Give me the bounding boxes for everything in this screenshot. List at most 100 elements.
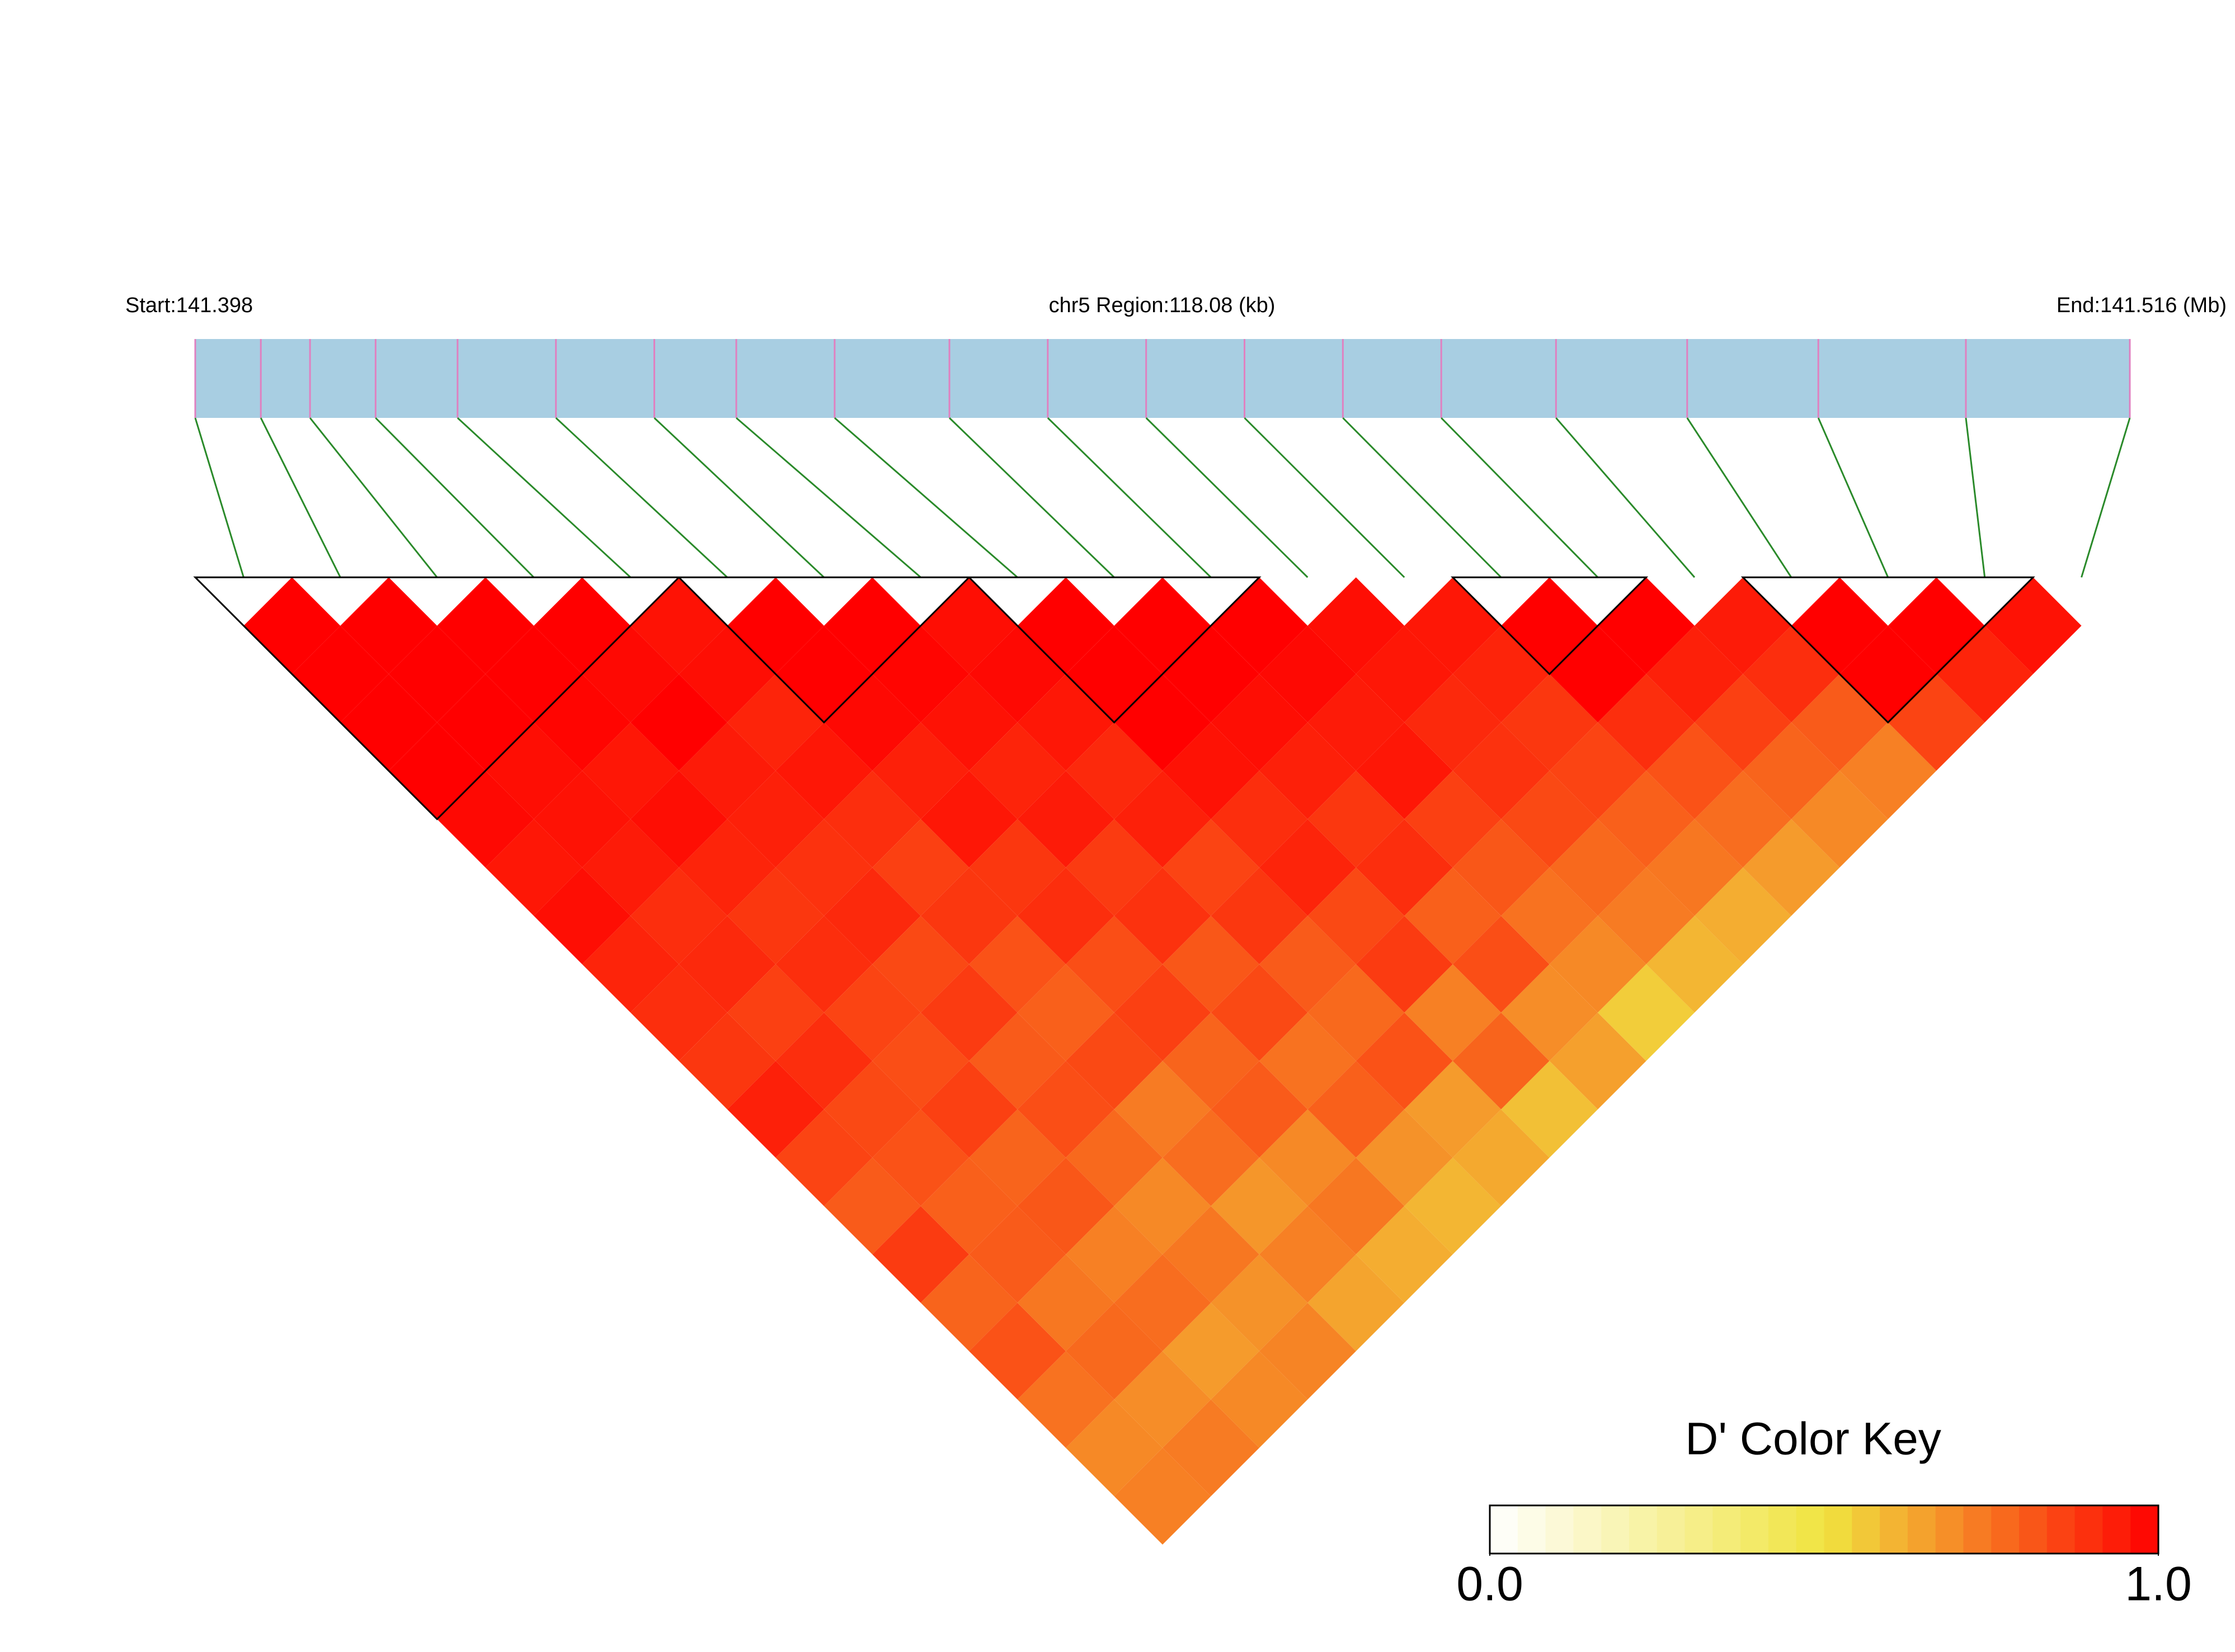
ld-cell	[1598, 867, 1695, 964]
key-title: D' Color Key	[1685, 1414, 1941, 1465]
region-label: chr5 Region:118.08 (kb)	[1049, 294, 1276, 317]
ld-cell	[1791, 770, 1888, 868]
ld-cell	[679, 625, 776, 723]
ld-cell	[775, 819, 873, 916]
color-key-swatch	[2130, 1505, 2159, 1554]
haplotype-block	[193, 576, 681, 821]
ld-cell	[1307, 1157, 1405, 1255]
ld-cell	[920, 1157, 1018, 1255]
ld-cell	[1017, 1061, 1114, 1158]
ld-cell	[1501, 770, 1598, 868]
ld-cell	[1404, 867, 1502, 964]
ld-cell	[920, 867, 1018, 964]
ld-cell	[1114, 1061, 1211, 1158]
ld-cell	[1114, 770, 1211, 868]
ld-cell	[1163, 1399, 1259, 1496]
ld-cell	[1839, 625, 1937, 723]
ld-cell	[1404, 674, 1502, 771]
color-key-swatch	[2074, 1505, 2103, 1554]
ld-cell	[1646, 722, 1743, 820]
ld-cell	[1598, 577, 1695, 674]
color-key-swatch	[1880, 1505, 1908, 1554]
ld-cell	[1694, 867, 1791, 964]
ld-cell	[1259, 916, 1356, 1013]
ld-cell	[437, 770, 534, 868]
snp-link	[194, 417, 244, 578]
ld-cell	[1017, 1351, 1114, 1448]
ld-cell	[1114, 1254, 1211, 1352]
ld-cell	[1598, 770, 1695, 868]
ld-cell	[1017, 1254, 1114, 1352]
haplotype-block	[1740, 576, 2035, 724]
key-tick-label: 0.0	[1456, 1557, 1523, 1611]
ld-cell	[679, 722, 776, 820]
ld-cell	[1404, 770, 1502, 868]
snp-link	[1555, 417, 1696, 578]
ld-cell	[872, 1206, 970, 1303]
ld-cell	[1549, 916, 1646, 1013]
snp-link	[653, 417, 825, 578]
color-key-swatch	[1657, 1505, 1686, 1554]
snp-link	[457, 417, 632, 578]
ld-cell	[1452, 1109, 1550, 1206]
ld-cell	[1307, 1061, 1405, 1158]
ld-cell	[1404, 964, 1502, 1061]
color-key-swatch	[1573, 1505, 1602, 1554]
ld-cell	[534, 577, 631, 674]
ld-cell	[1356, 722, 1453, 820]
ld-cell	[1307, 577, 1405, 674]
ld-cell	[1743, 819, 1840, 916]
snp-link	[260, 417, 341, 578]
ld-cell	[1743, 722, 1840, 820]
ld-cell	[1501, 964, 1598, 1061]
color-key-swatch	[1824, 1505, 1852, 1554]
ld-cell	[243, 577, 341, 674]
ld-cell	[388, 625, 486, 723]
ld-cell	[920, 964, 1018, 1061]
ld-cell	[775, 1109, 873, 1206]
color-key-swatch	[1740, 1505, 1769, 1554]
ld-cell	[1646, 819, 1743, 916]
ld-cell	[1017, 770, 1114, 868]
ld-cell	[775, 1013, 873, 1109]
ld-cell	[1646, 625, 1743, 723]
ld-cell	[1163, 1013, 1259, 1109]
ld-cell	[1259, 1206, 1356, 1303]
ld-cell	[1307, 674, 1405, 771]
color-key-swatch	[1517, 1505, 1546, 1554]
ld-cell	[969, 1206, 1066, 1303]
ld-cell	[1307, 867, 1405, 964]
ld-cell	[437, 674, 534, 771]
ld-cell	[1501, 674, 1598, 771]
ld-cell	[1307, 964, 1405, 1061]
ld-cell	[1839, 722, 1937, 820]
region-bar	[195, 339, 2130, 418]
ld-cell	[1163, 722, 1259, 820]
ld-cell	[1356, 625, 1453, 723]
color-key-swatch	[1545, 1505, 1574, 1554]
snp-link	[2081, 417, 2131, 578]
ld-cell	[1501, 1061, 1598, 1158]
color-key-swatch	[2102, 1505, 2131, 1554]
snp-link	[736, 417, 921, 578]
ld-cell	[1549, 722, 1646, 820]
key-tick-label: 1.0	[2125, 1557, 2192, 1611]
ld-cell	[1404, 1061, 1502, 1158]
ld-cell	[1549, 1013, 1646, 1109]
ld-cell	[1114, 577, 1211, 674]
ld-cell	[1163, 916, 1259, 1013]
start-label: Start:141.398	[125, 294, 253, 317]
ld-cell	[920, 674, 1018, 771]
end-label: End:141.516 (Mb)	[2057, 294, 2227, 317]
snp-link	[1817, 417, 1889, 578]
ld-cell	[1259, 625, 1356, 723]
color-key-swatch	[1601, 1505, 1630, 1554]
color-key-swatch	[1935, 1505, 1964, 1554]
ld-cell	[1307, 770, 1405, 868]
ld-cell	[1066, 1302, 1163, 1400]
ld-cell	[1356, 1013, 1453, 1109]
ld-cell	[920, 770, 1018, 868]
snp-link	[1342, 417, 1502, 578]
